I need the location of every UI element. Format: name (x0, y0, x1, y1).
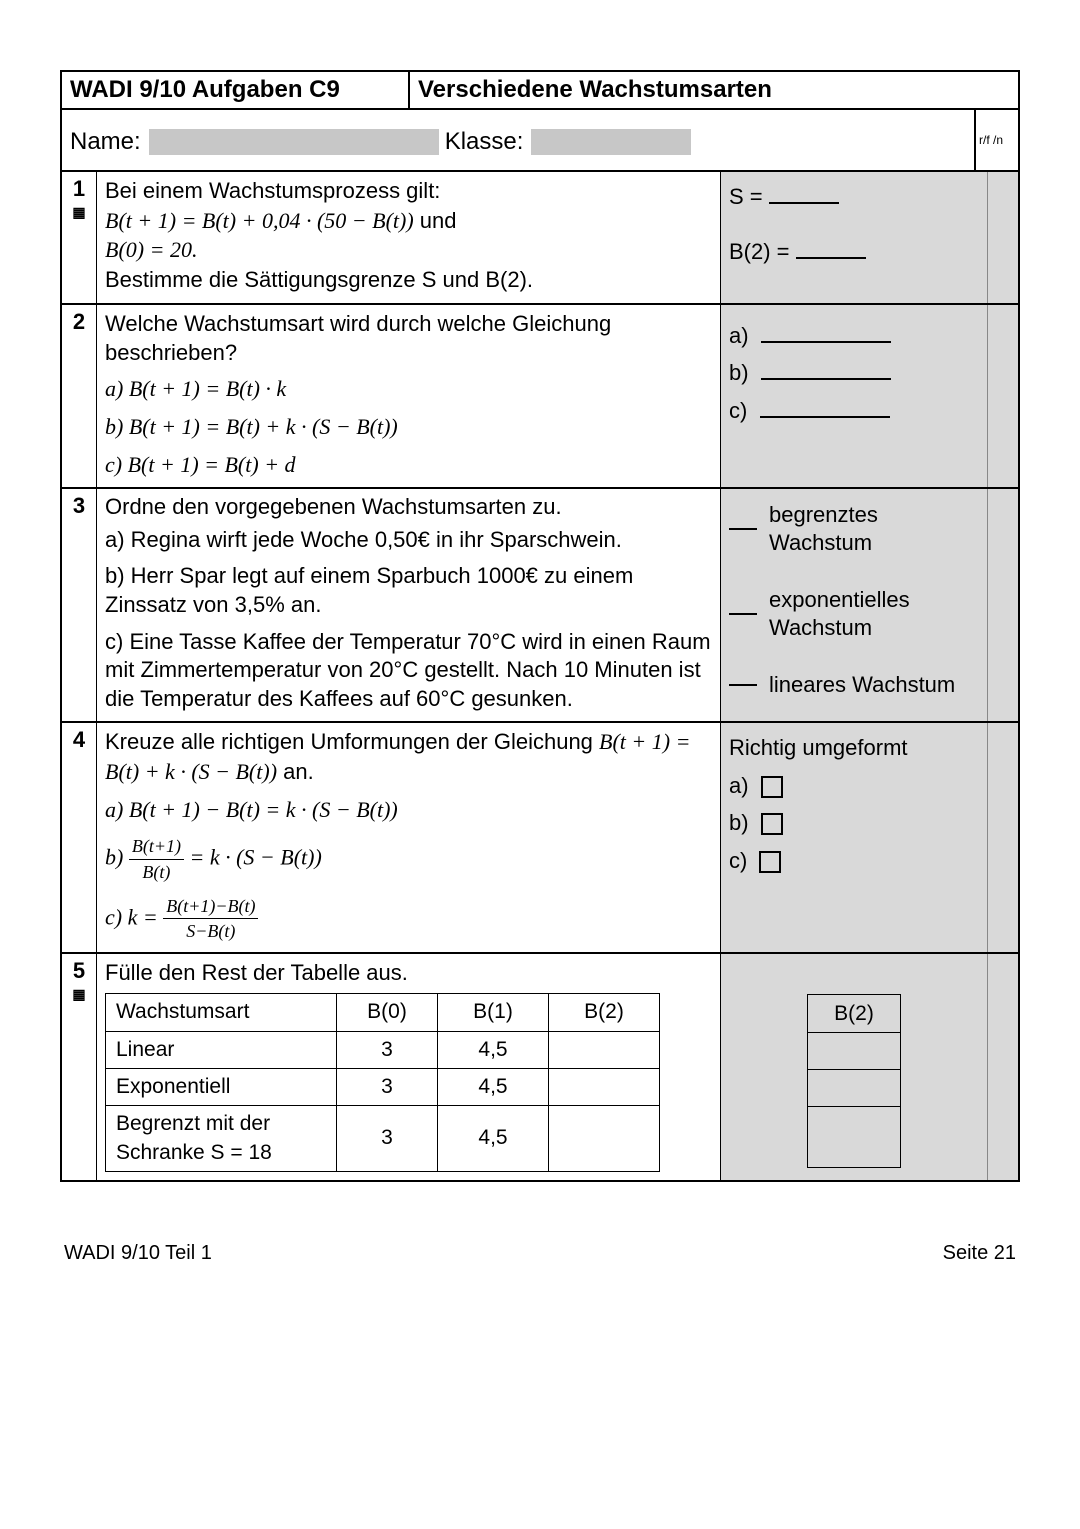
task-2-body: Welche Wachstumsart wird durch welche Gl… (97, 305, 721, 487)
q5-h2: B(0) (337, 994, 438, 1031)
q2-opt-a: a) B(t + 1) = B(t) · k (105, 374, 712, 404)
q1-line1: Bei einem Wachstumsprozess gilt: (105, 176, 712, 206)
task-4-mark[interactable] (987, 723, 1018, 951)
q5-h1: Wachstumsart (106, 994, 337, 1031)
q5-h3: B(1) (438, 994, 549, 1031)
name-blank[interactable] (149, 129, 439, 155)
q4-a: a) B(t + 1) − B(t) = k · (S − B(t)) (105, 795, 712, 825)
task-1-num: 1 ▦ (62, 172, 97, 303)
q2-ans-b: b) (729, 354, 979, 391)
checkbox-b[interactable] (761, 813, 783, 835)
q1-blank-b2[interactable] (796, 239, 866, 259)
q2-blank-a[interactable] (761, 323, 891, 343)
q4-intro: Kreuze alle richtigen Umformungen der Gl… (105, 727, 712, 786)
q1-line4: Bestimme die Sättigungsgrenze S und B(2)… (105, 265, 712, 295)
q5-table: Wachstumsart B(0) B(1) B(2) Linear34,5 E… (105, 993, 660, 1172)
q1-number: 1 (73, 176, 85, 201)
table-row: Linear34,5 (106, 1031, 660, 1068)
q5-ans-r1[interactable] (808, 1033, 901, 1070)
q1-line3: B(0) = 20. (105, 235, 712, 265)
q3-intro: Ordne den vorgegebenen Wachstumsarten zu… (105, 493, 712, 522)
task-3-body: Ordne den vorgegebenen Wachstumsarten zu… (97, 489, 721, 721)
table-row: Exponentiell34,5 (106, 1068, 660, 1105)
q4-ans-c: c) (729, 842, 979, 879)
task-3-num: 3 (62, 489, 97, 721)
q4-ans-title: Richtig umgeformt (729, 729, 979, 766)
q5-intro: Fülle den Rest der Tabelle aus. (105, 958, 712, 988)
q4-c: c) k = B(t+1)−B(t)S−B(t) (105, 894, 712, 944)
footer-left: WADI 9/10 Teil 1 (64, 1242, 212, 1265)
q5-answer-table: B(2) (807, 994, 901, 1169)
worksheet: WADI 9/10 Aufgaben C9 Verschiedene Wachs… (60, 70, 1020, 1182)
q2-intro: Welche Wachstumsart wird durch welche Gl… (105, 309, 712, 368)
task-4-num: 4 (62, 723, 97, 951)
header-right: Verschiedene Wachstumsarten (410, 72, 1018, 108)
q2-opt-b: b) B(t + 1) = B(t) + k · (S − B(t)) (105, 412, 712, 442)
q1-ans-s: S = (729, 178, 979, 215)
footer: WADI 9/10 Teil 1 Seite 21 (60, 1242, 1020, 1265)
task-2: 2 Welche Wachstumsart wird durch welche … (62, 305, 1018, 489)
task-5: 5 ▦ Fülle den Rest der Tabelle aus. Wach… (62, 954, 1018, 1180)
task-2-mark[interactable] (987, 305, 1018, 487)
checkbox-c[interactable] (759, 851, 781, 873)
task-2-num: 2 (62, 305, 97, 487)
table-row: Begrenzt mit der Schranke S = 1834,5 (106, 1106, 660, 1172)
q3-a: a) Regina wirft jede Woche 0,50€ in ihr … (105, 526, 712, 555)
task-4-body: Kreuze alle richtigen Umformungen der Gl… (97, 723, 721, 951)
task-2-answer: a) b) c) (721, 305, 987, 487)
q2-ans-a: a) (729, 317, 979, 354)
header-left: WADI 9/10 Aufgaben C9 (62, 72, 410, 108)
q5-h4: B(2) (549, 994, 660, 1031)
q3-c: c) Eine Tasse Kaffee der Temperatur 70°C… (105, 628, 712, 714)
q2-ans-c: c) (729, 392, 979, 429)
task-5-num: 5 ▦ (62, 954, 97, 1180)
task-3: 3 Ordne den vorgegebenen Wachstumsarten … (62, 489, 1018, 723)
header-row: WADI 9/10 Aufgaben C9 Verschiedene Wachs… (62, 72, 1018, 110)
task-1: 1 ▦ Bei einem Wachstumsprozess gilt: B(t… (62, 172, 1018, 305)
q3-opt3[interactable]: lineares Wachstum (729, 671, 979, 699)
task-3-answer: begrenztes Wachstum exponentielles Wachs… (721, 489, 987, 721)
q5-ans-header: B(2) (808, 994, 901, 1033)
q1-ans-b2: B(2) = (729, 233, 979, 270)
name-row: Name: Klasse: r/f /n (62, 110, 1018, 172)
q2-blank-b[interactable] (761, 360, 891, 380)
task-5-answer: B(2) (721, 954, 987, 1180)
checkbox-a[interactable] (761, 776, 783, 798)
q3-b: b) Herr Spar legt auf einem Sparbuch 100… (105, 562, 712, 619)
calculator-icon: ▦ (64, 204, 94, 221)
footer-right: Seite 21 (943, 1242, 1016, 1265)
klasse-blank[interactable] (531, 129, 691, 155)
rf-box: r/f /n (974, 110, 1018, 170)
name-label: Name: (70, 128, 141, 156)
q3-opt1[interactable]: begrenztes Wachstum (729, 501, 979, 556)
q1-blank-s[interactable] (769, 184, 839, 204)
q4-ans-a: a) (729, 767, 979, 804)
task-1-answer: S = B(2) = (721, 172, 987, 303)
q2-blank-c[interactable] (760, 398, 890, 418)
task-1-mark[interactable] (987, 172, 1018, 303)
task-4-answer: Richtig umgeformt a) b) c) (721, 723, 987, 951)
q5-ans-r2[interactable] (808, 1070, 901, 1107)
task-4: 4 Kreuze alle richtigen Umformungen der … (62, 723, 1018, 953)
calculator-icon: ▦ (64, 986, 94, 1003)
q2-opt-c: c) B(t + 1) = B(t) + d (105, 450, 712, 480)
task-5-body: Fülle den Rest der Tabelle aus. Wachstum… (97, 954, 721, 1180)
q3-opt2[interactable]: exponentielles Wachstum (729, 586, 979, 641)
q4-b: b) B(t+1)B(t) = k · (S − B(t)) (105, 834, 712, 884)
task-5-mark[interactable] (987, 954, 1018, 1180)
table-row: Wachstumsart B(0) B(1) B(2) (106, 994, 660, 1031)
q5-ans-r3[interactable] (808, 1107, 901, 1168)
task-3-mark[interactable] (987, 489, 1018, 721)
q1-line2: B(t + 1) = B(t) + 0,04 · (50 − B(t)) und (105, 206, 712, 236)
q4-ans-b: b) (729, 804, 979, 841)
task-1-body: Bei einem Wachstumsprozess gilt: B(t + 1… (97, 172, 721, 303)
klasse-label: Klasse: (445, 128, 524, 156)
q5-number: 5 (73, 958, 85, 983)
